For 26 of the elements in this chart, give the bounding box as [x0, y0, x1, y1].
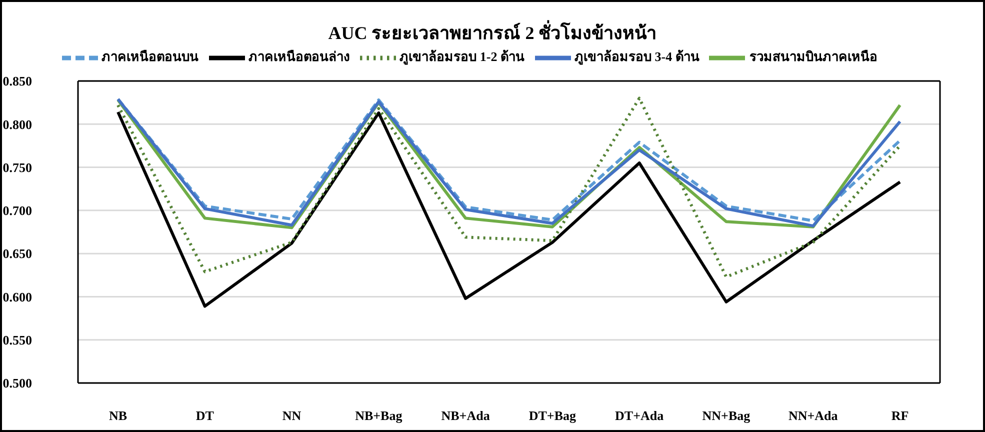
- y-tick-label: 0.850: [2, 74, 32, 89]
- x-tick-label: DT: [196, 408, 214, 424]
- x-tick-label: NN: [282, 408, 302, 424]
- y-tick-label: 0.600: [2, 289, 32, 304]
- legend-label: ภาคเหนือตอนล่าง: [248, 48, 350, 64]
- y-tick-label: 0.550: [2, 332, 32, 348]
- x-tick-label: RF: [891, 408, 909, 424]
- y-tick-label: 0.800: [2, 116, 32, 132]
- line-series: [116, 96, 902, 278]
- line-series: [116, 110, 902, 308]
- y-tick-label: 0.750: [2, 160, 32, 175]
- y-tick-label: 0.700: [2, 203, 32, 218]
- y-tick-label: 0.650: [2, 246, 32, 262]
- x-tick-label: DT+Bag: [528, 408, 577, 424]
- legend-label: ภาคเหนือตอนบน: [102, 48, 199, 64]
- legend-label: รวมสนามบินภาคเหนือ: [749, 48, 878, 64]
- chart-title: AUC ระยะเวลาพยากรณ์ 2 ชั่วโมงข้างหน้า: [327, 19, 658, 43]
- x-tick-label: NN+Ada: [788, 408, 838, 424]
- y-tick-label: 0.500: [2, 376, 32, 391]
- x-tick-label: NB: [108, 408, 128, 424]
- x-tick-label: NB+Ada: [441, 408, 490, 424]
- x-tick-label: NB+Bag: [355, 408, 403, 424]
- legend-label: ภูเขาล้อมรอบ 3-4 ด้าน: [574, 48, 700, 64]
- legend-label: ภูเขาล้อมรอบ 1-2 ด้าน: [400, 48, 524, 64]
- x-tick-label: NN+Bag: [702, 408, 751, 424]
- x-tick-label: DT+Ada: [615, 408, 664, 424]
